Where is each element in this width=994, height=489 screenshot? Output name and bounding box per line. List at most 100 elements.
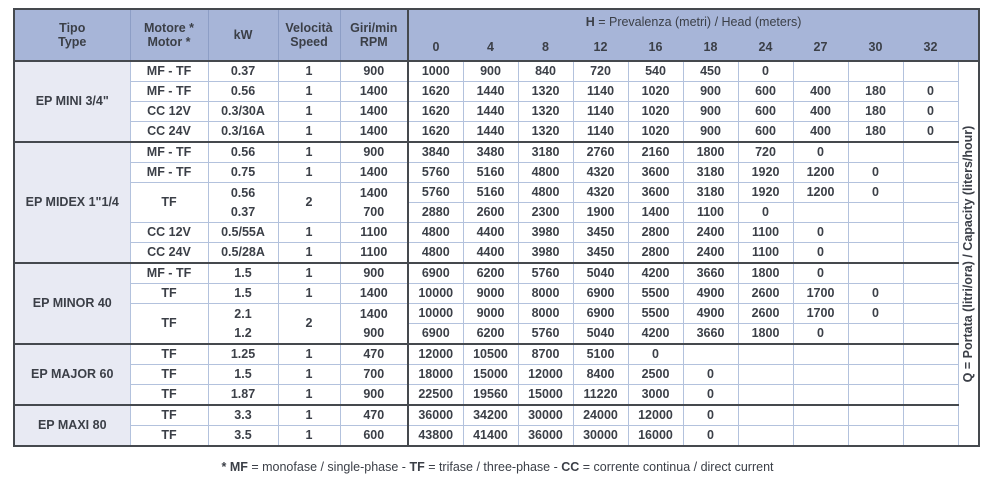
capacity-cell: 4800 <box>407 242 464 264</box>
kw-cell: 0.37 <box>208 202 279 223</box>
capacity-cell <box>793 61 849 82</box>
capacity-cell: 6200 <box>463 263 519 284</box>
kw-cell: 0.3/16A <box>208 121 279 143</box>
capacity-cell: 4200 <box>628 263 684 284</box>
capacity-cell: 600 <box>738 101 794 122</box>
head-tick-18: 18 <box>683 35 738 62</box>
rpm-cell: 470 <box>340 405 409 426</box>
capacity-cell: 30000 <box>518 405 574 426</box>
rpm-cell: 700 <box>340 202 409 223</box>
capacity-cell: 9000 <box>463 283 519 304</box>
capacity-cell: 1620 <box>407 101 464 122</box>
capacity-cell: 16000 <box>628 425 684 447</box>
footnote-segment: TF <box>409 460 425 474</box>
capacity-cell: 3600 <box>628 162 684 183</box>
rpm-cell: 1100 <box>340 242 409 264</box>
kw-cell: 1.5 <box>208 364 279 385</box>
capacity-cell: 4320 <box>573 182 629 203</box>
column-header-kw: kW <box>208 9 279 62</box>
table-row: MF - TF 0.75 1 1400 5760 5160 4800 4320 3600 3180… <box>14 162 979 183</box>
product-group-label: EP MAJOR 60 <box>14 344 131 406</box>
motor-type-cell: MF - TF <box>130 61 209 82</box>
capacity-cell <box>903 61 959 82</box>
column-header-head-meters: H = Prevalenza (metri) / Head (meters) <box>406 9 980 35</box>
rpm-cell: 1400 <box>340 81 409 102</box>
capacity-cell: 0 <box>793 263 849 284</box>
capacity-cell: 34200 <box>463 405 519 426</box>
capacity-cell: 3450 <box>573 222 629 243</box>
column-header-motor-line2: Motor * <box>147 35 191 49</box>
capacity-cell: 0 <box>848 162 904 183</box>
capacity-cell: 600 <box>738 81 794 102</box>
speed-cell: 1 <box>278 121 341 143</box>
rpm-cell: 900 <box>340 142 409 163</box>
kw-cell: 0.56 <box>208 142 279 163</box>
capacity-cell <box>793 384 849 406</box>
speed-cell: 1 <box>278 283 341 304</box>
table-row: CC 12V 0.3/30A 1 1400 1620 1440 1320 1140 1020 90… <box>14 101 979 122</box>
kw-cell: 3.3 <box>208 405 279 426</box>
capacity-cell <box>793 405 849 426</box>
capacity-cell: 6900 <box>407 323 464 345</box>
capacity-cell: 5500 <box>628 303 684 324</box>
capacity-cell: 1920 <box>738 162 794 183</box>
capacity-cell: 1440 <box>463 81 519 102</box>
capacity-cell: 1100 <box>683 202 739 223</box>
capacity-cell <box>848 202 904 223</box>
capacity-cell: 3480 <box>463 142 519 163</box>
capacity-cell: 1620 <box>407 81 464 102</box>
speed-cell: 1 <box>278 384 341 406</box>
capacity-cell <box>793 344 849 365</box>
kw-cell: 3.5 <box>208 425 279 447</box>
capacity-cell: 2400 <box>683 222 739 243</box>
capacity-cell <box>738 364 794 385</box>
capacity-cell: 0 <box>738 61 794 82</box>
capacity-cell <box>903 202 959 223</box>
capacity-cell: 1140 <box>573 81 629 102</box>
capacity-cell: 720 <box>573 61 629 82</box>
table-row: MF - TF 0.56 1 1400 1620 1440 1320 1140 1020 900 6… <box>14 81 979 102</box>
capacity-cell: 36000 <box>407 405 464 426</box>
capacity-cell: 2800 <box>628 242 684 264</box>
capacity-cell <box>848 242 904 264</box>
footnote-segment: CC <box>561 460 580 474</box>
capacity-cell: 0 <box>903 121 959 143</box>
capacity-cell: 1100 <box>738 222 794 243</box>
capacity-cell <box>848 344 904 365</box>
capacity-cell: 1140 <box>573 121 629 143</box>
table-row: EP MIDEX 1"1/4 MF - TF 0.56 1 900 3840 3480 318… <box>14 142 979 264</box>
motor-type-cell: MF - TF <box>130 162 209 183</box>
speed-cell: 1 <box>278 142 341 163</box>
capacity-cell: 5160 <box>463 162 519 183</box>
capacity-cell: 600 <box>738 121 794 143</box>
rpm-cell: 700 <box>340 364 409 385</box>
capacity-cell: 2760 <box>573 142 629 163</box>
capacity-cell: 36000 <box>518 425 574 447</box>
capacity-cell: 180 <box>848 101 904 122</box>
capacity-cell: 2600 <box>738 283 794 304</box>
capacity-cell: 2600 <box>738 303 794 324</box>
kw-cell: 1.5 <box>208 283 279 304</box>
capacity-cell: 1200 <box>793 182 849 203</box>
column-header-speed: Velocità Speed <box>278 9 341 62</box>
table-row: TF 2.1 2 1400 10000 9000 8000 6900 5500 4900 2600 1… <box>14 303 979 345</box>
speed-cell: 1 <box>278 101 341 122</box>
column-header-motor: Motore * Motor * <box>130 9 209 62</box>
capacity-cell: 3840 <box>407 142 464 163</box>
capacity-cell: 2500 <box>628 364 684 385</box>
capacity-cell: 4400 <box>463 242 519 264</box>
table-row: EP MINI 3/4" MF - TF 0.37 1 900 1000 900 840 720… <box>14 61 980 446</box>
rpm-cell: 1400 <box>340 303 409 324</box>
rpm-cell: 1400 <box>340 121 409 143</box>
rpm-cell: 1400 <box>340 162 409 183</box>
motor-type-cell: TF <box>130 182 209 223</box>
motor-type-cell: CC 24V <box>130 121 209 143</box>
capacity-cell: 0 <box>683 384 739 406</box>
capacity-cell: 11220 <box>573 384 629 406</box>
capacity-cell: 1320 <box>518 101 574 122</box>
table-row: CC 24V 0.3/16A 1 1400 1620 1440 1320 1140 1020 90… <box>14 121 979 143</box>
capacity-cell: 2300 <box>518 202 574 223</box>
kw-cell: 1.87 <box>208 384 279 406</box>
capacity-cell <box>903 242 959 264</box>
capacity-cell: 4900 <box>683 303 739 324</box>
